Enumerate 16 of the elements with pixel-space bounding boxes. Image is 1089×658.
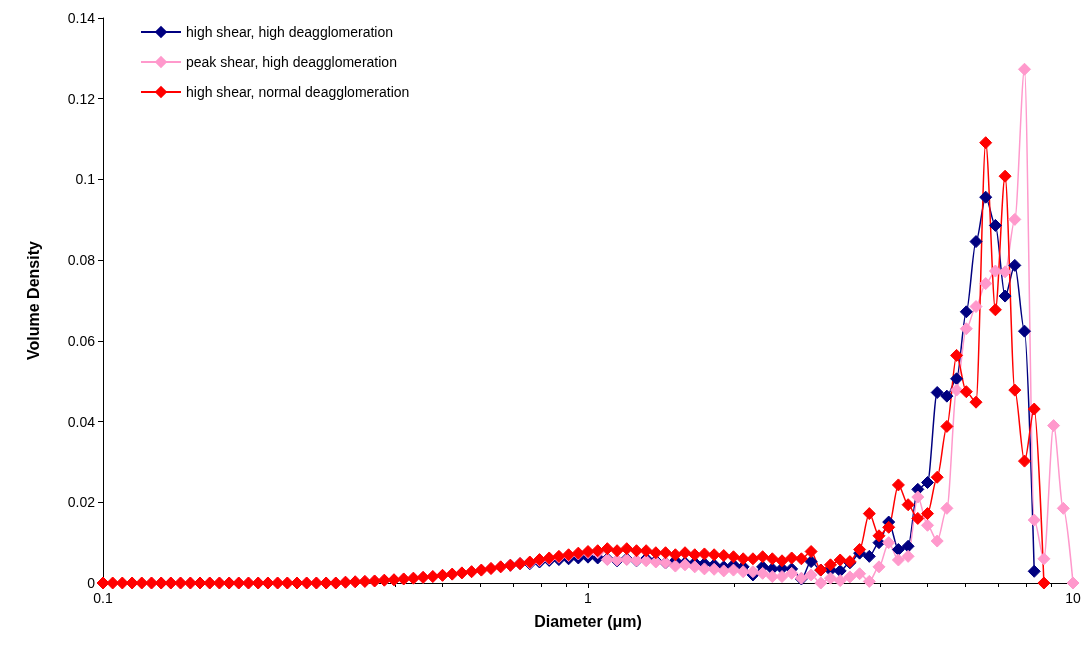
y-tick-label: 0.06 xyxy=(67,332,96,349)
y-tick-label: 0.08 xyxy=(67,252,96,269)
y-tick-label: 0.02 xyxy=(67,494,96,511)
legend-label: high shear, normal deagglomeration xyxy=(186,84,410,100)
y-tick-label: 0.04 xyxy=(67,413,96,430)
y-tick-label: 0.1 xyxy=(75,171,96,188)
y-tick-label: 0.12 xyxy=(67,90,96,107)
x-axis-title: Diameter (μm) xyxy=(534,612,642,630)
x-tick-label: 0.1 xyxy=(93,590,113,606)
y-tick-label: 0 xyxy=(87,575,96,591)
y-axis-title: Volume Density xyxy=(24,240,42,360)
x-tick-label: 10 xyxy=(1065,590,1081,606)
legend-label: peak shear, high deagglomeration xyxy=(186,54,397,70)
legend-label: high shear, high deagglomeration xyxy=(186,24,394,40)
y-tick-label: 0.14 xyxy=(67,10,96,26)
x-tick-label: 1 xyxy=(584,590,593,606)
